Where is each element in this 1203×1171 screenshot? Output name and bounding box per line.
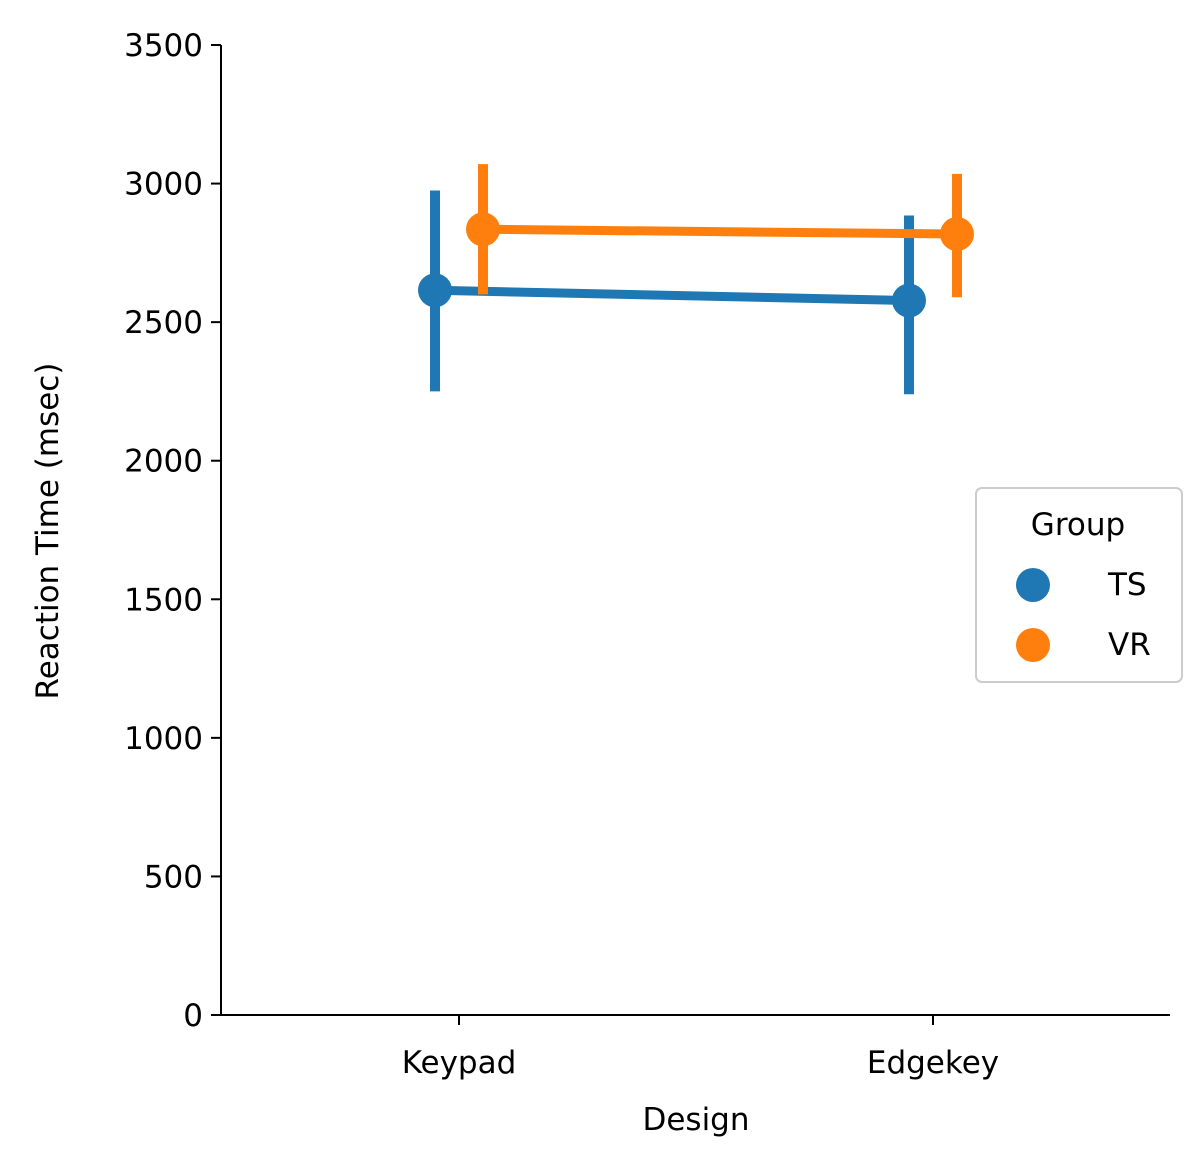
x-tick-label: Keypad: [402, 1045, 517, 1081]
y-axis-label: Reaction Time (msec): [30, 363, 66, 700]
legend: Group TS VR: [975, 487, 1183, 683]
y-tick-label: 2000: [124, 444, 203, 480]
data-point-ts: [418, 273, 452, 308]
series-line-vr: [482, 224, 958, 239]
legend-label-vr: VR: [1108, 627, 1151, 663]
legend-marker-ts: [1016, 568, 1050, 602]
data-point-ts: [892, 283, 926, 318]
legend-title: Group: [1031, 507, 1125, 543]
y-tick-label: 2500: [124, 305, 203, 341]
y-tick-label: 0: [183, 998, 203, 1034]
y-tick-label: 500: [144, 859, 203, 895]
plot-area: [418, 164, 974, 395]
y-tick-label: 1500: [124, 582, 203, 618]
y-tick-label: 1000: [124, 721, 203, 757]
series-vr: [466, 164, 974, 298]
y-tick-label: 3500: [124, 28, 203, 64]
legend-marker-vr: [1016, 628, 1050, 662]
x-axis-ticks: Keypad Edgekey: [402, 1015, 999, 1081]
x-axis-label: Design: [642, 1102, 749, 1138]
data-point-vr: [466, 212, 500, 247]
y-axis-ticks: 0 500 1000 1500 2000 2500 3000 3500: [124, 28, 221, 1034]
legend-label-ts: TS: [1107, 567, 1147, 603]
series-line-ts: [434, 285, 910, 306]
x-tick-label: Edgekey: [867, 1045, 999, 1081]
y-tick-label: 3000: [124, 167, 203, 203]
series-ts: [418, 190, 926, 395]
data-point-vr: [940, 217, 974, 252]
